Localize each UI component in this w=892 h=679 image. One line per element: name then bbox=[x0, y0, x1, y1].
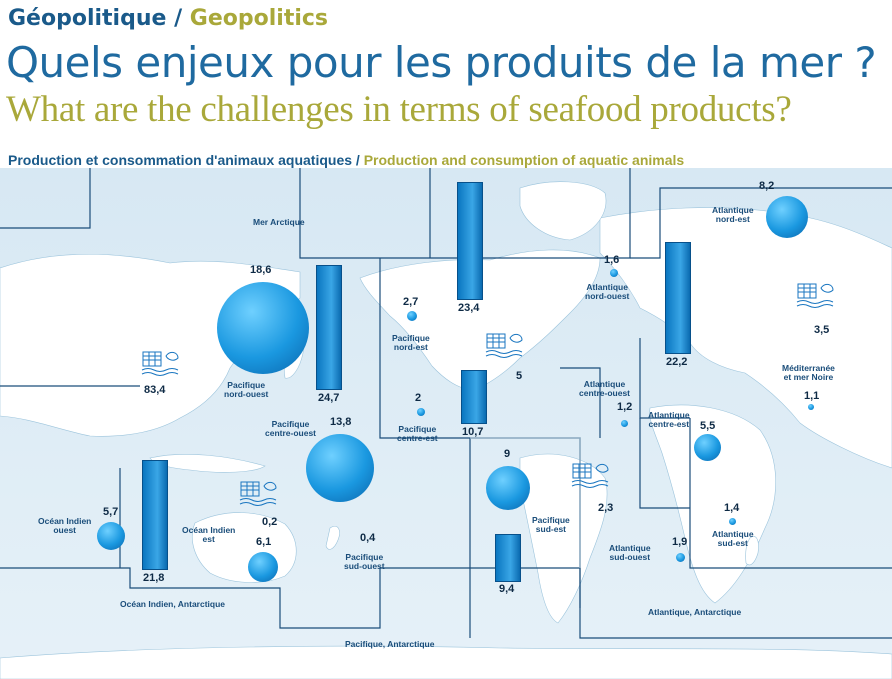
fish-bubble-pacifique-nord-est bbox=[407, 311, 417, 321]
aquaculture-value: 2,3 bbox=[598, 502, 614, 514]
fish-bubble-atlantique-sud-est bbox=[729, 518, 736, 525]
fish-bubble-mediterranee bbox=[808, 404, 814, 410]
fish-bubble-pacifique-centre-ouest bbox=[306, 434, 374, 502]
zone-label-atlantique-sud-est: Atlantique sud-est bbox=[712, 529, 754, 548]
title-fr: Quels enjeux pour les produits de la mer… bbox=[6, 38, 877, 87]
fish-value-atlantique-centre-ouest: 1,2 bbox=[617, 401, 633, 413]
aquaculture-icon bbox=[485, 333, 523, 358]
kicker-en: Geopolitics bbox=[189, 6, 329, 31]
kicker: Géopolitique / Geopolitics bbox=[8, 6, 328, 31]
zone-label-atlantique-antarctique: Atlantique, Antarctique bbox=[648, 607, 742, 617]
consumption-bar bbox=[142, 460, 168, 570]
fish-value-ocean-indien-est: 6,1 bbox=[256, 536, 272, 548]
zone-label-pacifique-centre-est: Pacifique centre-est bbox=[397, 424, 438, 443]
fish-bubble-atlantique-nord-ouest bbox=[610, 269, 618, 277]
fish-bubble-ocean-indien-ouest bbox=[97, 522, 125, 550]
fish-bubble-pacifique-centre-est bbox=[417, 408, 425, 416]
consumption-value: 24,7 bbox=[318, 392, 340, 404]
fish-value-mediterranee: 1,1 bbox=[804, 390, 820, 402]
fish-value-pacifique-centre-est: 2 bbox=[415, 392, 422, 404]
zone-label-ocean-indien-ouest: Océan Indien ouest bbox=[38, 516, 92, 535]
aquaculture-icon bbox=[796, 283, 834, 308]
header: Géopolitique / Geopolitics Quels enjeux … bbox=[0, 0, 892, 152]
fish-bubble-atlantique-centre-est bbox=[694, 434, 721, 461]
aquaculture-value: 0,2 bbox=[262, 516, 278, 528]
zone-label-atlantique-centre-ouest: Atlantique centre-ouest bbox=[579, 379, 631, 398]
zone-label-pacifique-sud-est: Pacifique sud-est bbox=[532, 515, 570, 534]
consumption-value: 22,2 bbox=[666, 356, 688, 368]
zone-label-pacifique-sud-ouest: Pacifique sud-ouest bbox=[344, 552, 385, 571]
world-map: Mer Arctique Atlantique nord-est Atlanti… bbox=[0, 168, 892, 679]
consumption-bar bbox=[457, 182, 483, 300]
zone-label-pacifique-centre-ouest: Pacifique centre-ouest bbox=[265, 419, 317, 438]
consumption-bar bbox=[495, 534, 521, 582]
fish-value-pacifique-sud-ouest: 0,4 bbox=[360, 532, 376, 544]
zone-label-pacifique-antarctique: Pacifique, Antarctique bbox=[345, 639, 435, 649]
fish-value-pacifique-centre-ouest: 13,8 bbox=[330, 416, 352, 428]
zone-label-atlantique-sud-ouest: Atlantique sud-ouest bbox=[609, 543, 651, 562]
fish-bubble-pacifique-sud-est bbox=[486, 466, 530, 510]
fish-value-ocean-indien-ouest: 5,7 bbox=[103, 506, 119, 518]
fish-bubble-ocean-indien-est bbox=[248, 552, 278, 582]
kicker-fr: Géopolitique / bbox=[8, 6, 183, 31]
zone-label-atlantique-nord-est: Atlantique nord-est bbox=[712, 205, 754, 224]
fish-bubble-atlantique-centre-ouest bbox=[621, 420, 628, 427]
zone-label-atlantique-nord-ouest: Atlantique nord-ouest bbox=[585, 282, 630, 301]
subtitle-en: Production and consumption of aquatic an… bbox=[363, 152, 685, 168]
zone-label-pacifique-nord-est: Pacifique nord-est bbox=[392, 333, 430, 352]
consumption-value: 21,8 bbox=[143, 572, 165, 584]
fish-bubble-atlantique-nord-est bbox=[766, 196, 808, 238]
consumption-bar bbox=[316, 265, 342, 390]
zone-label-atlantique-centre-est: Atlantique centre-est bbox=[648, 410, 690, 429]
fish-bubble-pacifique-nord-ouest bbox=[217, 282, 309, 374]
subtitle-fr: Production et consommation d'animaux aqu… bbox=[8, 152, 360, 168]
consumption-bar bbox=[461, 370, 487, 424]
zone-label-ocean-indien-est: Océan Indien est bbox=[182, 525, 236, 544]
zone-label-ocean-indien-antarctique: Océan Indien, Antarctique bbox=[120, 599, 226, 609]
zone-label-pacifique-nord-ouest: Pacifique nord-ouest bbox=[224, 380, 269, 399]
fish-value-atlantique-nord-ouest: 1,6 bbox=[604, 254, 620, 266]
aquaculture-value: 5 bbox=[516, 370, 523, 382]
consumption-bar bbox=[665, 242, 691, 354]
fish-value-atlantique-centre-est: 5,5 bbox=[700, 420, 716, 432]
fish-value-pacifique-sud-est: 9 bbox=[504, 448, 511, 460]
aquaculture-icon bbox=[571, 463, 609, 488]
consumption-value: 10,7 bbox=[462, 426, 484, 438]
consumption-value: 9,4 bbox=[499, 583, 515, 595]
aquaculture-value: 3,5 bbox=[814, 324, 830, 336]
aquaculture-icon bbox=[141, 351, 179, 376]
aquaculture-value: 83,4 bbox=[144, 384, 166, 396]
title-en: What are the challenges in terms of seaf… bbox=[6, 89, 792, 130]
consumption-value: 23,4 bbox=[458, 302, 480, 314]
fish-value-atlantique-sud-ouest: 1,9 bbox=[672, 536, 688, 548]
fish-bubble-atlantique-sud-ouest bbox=[676, 553, 685, 562]
aquaculture-icon bbox=[239, 481, 277, 506]
fish-value-pacifique-nord-ouest: 18,6 bbox=[250, 264, 272, 276]
zone-label-mediterranee: Méditerranée et mer Noire bbox=[782, 363, 835, 382]
fish-value-atlantique-nord-est: 8,2 bbox=[759, 180, 775, 192]
zone-label-mer-arctique: Mer Arctique bbox=[253, 217, 305, 227]
subtitle: Production et consommation d'animaux aqu… bbox=[8, 152, 684, 168]
fish-value-pacifique-nord-est: 2,7 bbox=[403, 296, 419, 308]
fish-value-atlantique-sud-est: 1,4 bbox=[724, 502, 740, 514]
